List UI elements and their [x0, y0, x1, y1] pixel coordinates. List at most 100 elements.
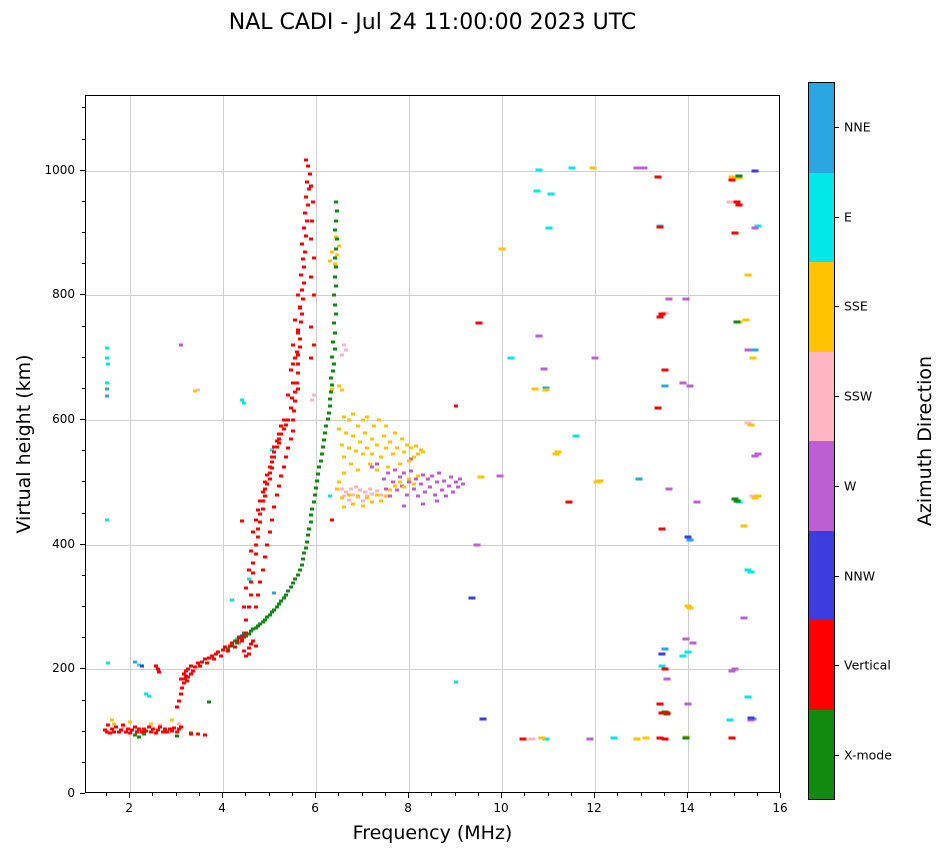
scatter-point-Vertical	[149, 730, 154, 734]
scatter-point-Vertical	[246, 646, 251, 650]
x-minor-tick	[291, 793, 293, 796]
x-minor-tick	[756, 793, 758, 796]
scatter-point-Vertical	[276, 437, 281, 441]
scatter-point-W	[418, 482, 423, 486]
scatter-point-X-mode	[333, 312, 338, 316]
scatter-point-Vertical	[276, 484, 281, 487]
scatter-point-X-mode	[731, 497, 738, 501]
scatter-point-Vertical	[221, 648, 226, 652]
x-gridline	[223, 96, 225, 792]
scatter-point-X-mode	[321, 445, 326, 449]
scatter-point-Vertical	[230, 641, 235, 645]
scatter-point-X-mode	[324, 424, 329, 428]
y-tick	[80, 668, 85, 670]
scatter-point-Vertical	[200, 660, 205, 664]
scatter-point-Vertical	[170, 729, 174, 733]
scatter-point-X-mode	[332, 331, 337, 335]
scatter-point-Vertical	[309, 275, 314, 279]
scatter-point-SSW	[379, 493, 384, 497]
scatter-point-SSE	[418, 448, 423, 452]
scatter-point-Vertical	[244, 586, 249, 590]
y-minor-tick	[82, 606, 85, 608]
scatter-point-SSE	[337, 244, 342, 248]
scatter-point-SSE	[552, 452, 560, 456]
scatter-point-SSE	[740, 524, 748, 528]
scatter-point-Vertical	[307, 172, 312, 176]
scatter-point-NNW	[239, 634, 244, 638]
scatter-point-SSE	[335, 253, 340, 257]
scatter-point-SSE	[109, 718, 114, 722]
scatter-point-X-mode	[269, 610, 274, 614]
scatter-point-Vertical	[302, 211, 307, 215]
scatter-point-Vertical	[156, 670, 161, 674]
scatter-point-W	[395, 488, 400, 492]
scatter-point-E	[104, 381, 109, 385]
scatter-point-Vertical	[244, 654, 249, 658]
scatter-point-Vertical	[656, 736, 664, 740]
scatter-point-Vertical	[195, 732, 200, 736]
scatter-point-W	[411, 487, 416, 491]
scatter-point-SSE	[342, 415, 346, 419]
scatter-point-W	[421, 473, 426, 477]
scatter-point-NNW	[747, 716, 755, 720]
scatter-point-Vertical	[116, 730, 121, 734]
scatter-point-NNE	[132, 660, 137, 664]
scatter-point-W	[397, 475, 402, 479]
scatter-point-W	[402, 504, 407, 508]
x-tick	[687, 793, 689, 798]
scatter-point-NNW	[684, 535, 692, 539]
scatter-point-X-mode	[300, 563, 305, 567]
scatter-point-Vertical	[253, 605, 258, 609]
scatter-point-SSW	[749, 494, 757, 498]
scatter-point-SSE	[728, 175, 736, 179]
colorbar-segment-SSE	[809, 262, 834, 352]
x-tick-label: 10	[493, 801, 509, 815]
scatter-point-NNW	[479, 717, 487, 721]
x-minor-tick	[198, 793, 200, 796]
scatter-point-SSE	[330, 250, 335, 254]
scatter-point-SSE	[686, 606, 694, 610]
scatter-point-W	[430, 474, 435, 478]
scatter-point-Vertical	[160, 730, 165, 734]
y-gridline	[86, 669, 779, 671]
y-minor-tick	[82, 699, 85, 701]
scatter-point-Vertical	[295, 293, 300, 297]
scatter-point-Vertical	[728, 178, 736, 182]
x-minor-tick	[338, 793, 340, 796]
scatter-point-Vertical	[661, 368, 669, 372]
scatter-point-X-mode	[267, 613, 272, 616]
scatter-point-Vertical	[249, 549, 254, 553]
scatter-point-Vertical	[218, 654, 223, 658]
colorbar-label-X-mode: X-mode	[844, 747, 892, 763]
colorbar	[808, 82, 835, 800]
x-tick-label: 12	[586, 801, 602, 815]
scatter-point-Vertical	[186, 667, 191, 671]
scatter-point-SSE	[374, 443, 379, 447]
scatter-point-E	[507, 356, 515, 360]
scatter-point-Vertical	[293, 318, 298, 322]
scatter-point-Vertical	[258, 499, 263, 503]
scatter-point-X-mode	[232, 639, 237, 643]
scatter-point-X-mode	[230, 644, 235, 648]
scatter-point-X-mode	[295, 573, 300, 577]
scatter-point-SSW	[344, 490, 349, 494]
y-minor-tick	[82, 512, 85, 514]
scatter-point-X-mode	[312, 493, 317, 497]
scatter-point-Vertical	[286, 393, 291, 397]
scatter-point-W	[665, 487, 673, 491]
scatter-point-Vertical	[272, 505, 277, 509]
scatter-point-SSE	[374, 493, 379, 497]
scatter-point-SSE	[328, 259, 333, 263]
scatter-point-E	[137, 663, 142, 667]
scatter-point-E	[545, 226, 553, 230]
scatter-point-SSE	[416, 452, 421, 456]
y-minor-tick	[82, 574, 85, 576]
scatter-point-SSW	[360, 499, 365, 503]
scatter-point-X-mode	[334, 237, 339, 241]
scatter-point-W	[423, 490, 428, 494]
scatter-point-Vertical	[114, 725, 119, 729]
colorbar-label-SSE: SSE	[844, 298, 868, 314]
scatter-point-W	[434, 499, 439, 503]
scatter-point-Vertical	[728, 736, 736, 740]
scatter-point-Vertical	[299, 273, 304, 277]
